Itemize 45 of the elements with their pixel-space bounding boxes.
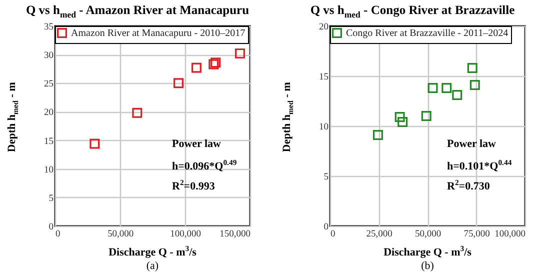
x-tick-label: 0 [56, 230, 60, 240]
point [398, 117, 408, 127]
y-tick-label: 10 [319, 122, 329, 132]
point [428, 83, 438, 93]
x-tick-label: 100,000 [170, 230, 202, 240]
point [442, 83, 452, 93]
x-axis-title: Discharge Q - m$^{3}$/s [382, 244, 472, 260]
annotation: R$^{2}$=0.993 [172, 178, 215, 193]
y-tick-label: 25 [44, 80, 54, 90]
annotation: h=0.101*Q$^{0.44}$ [447, 158, 512, 173]
legend-label: Amazon River at Manacapuru - 2010–2017 [71, 28, 246, 39]
chart-title: Q vs h$_{med}$ - Amazon River at Manacapuru [24, 2, 250, 20]
x-tick-label: 75,000 [464, 230, 490, 240]
y-tick-label: 5 [324, 172, 329, 182]
annotation: h=0.096*Q$^{0.49}$ [172, 158, 237, 173]
y-tick-label: 20 [319, 22, 329, 32]
annotation: R$^{2}$=0.730 [447, 178, 490, 193]
point [470, 80, 480, 90]
x-tick-label: 50,000 [107, 230, 134, 240]
y-tick-label: 15 [44, 136, 54, 147]
annotation: Power law [172, 138, 221, 150]
x-tick-label: 150,000 [220, 230, 251, 240]
x-tick-label: 25,000 [366, 230, 393, 240]
text: (a) [145, 260, 160, 274]
y-tick-label: 5 [48, 194, 54, 204]
x-tick-label: 100,000 [494, 230, 526, 240]
x-axis-title: Discharge Q - m$^{3}$/s [108, 244, 198, 260]
annotation: Power law [447, 138, 496, 150]
point [467, 63, 478, 73]
y-tick-label: 0 [48, 222, 54, 232]
y-tick-label: 15 [319, 72, 329, 82]
y-tick-label: 30 [44, 51, 54, 62]
point [421, 111, 432, 121]
text: (b) [420, 260, 435, 274]
point [394, 112, 405, 122]
y-tick-label: 0 [324, 222, 329, 232]
point [372, 130, 383, 140]
y-tick-label: 20 [44, 108, 54, 118]
legend-label: Congo River at Brazzaville - 2011–2024 [346, 28, 508, 39]
y-tick-label: 35 [44, 22, 54, 32]
chart-title: Q vs h$_{med}$ - Congo River at Brazzaville [309, 2, 516, 20]
point [452, 90, 462, 100]
y-tick-label: 10 [44, 165, 54, 176]
x-tick-label: 50,000 [414, 230, 442, 240]
x-tick-label: 0 [330, 230, 336, 240]
